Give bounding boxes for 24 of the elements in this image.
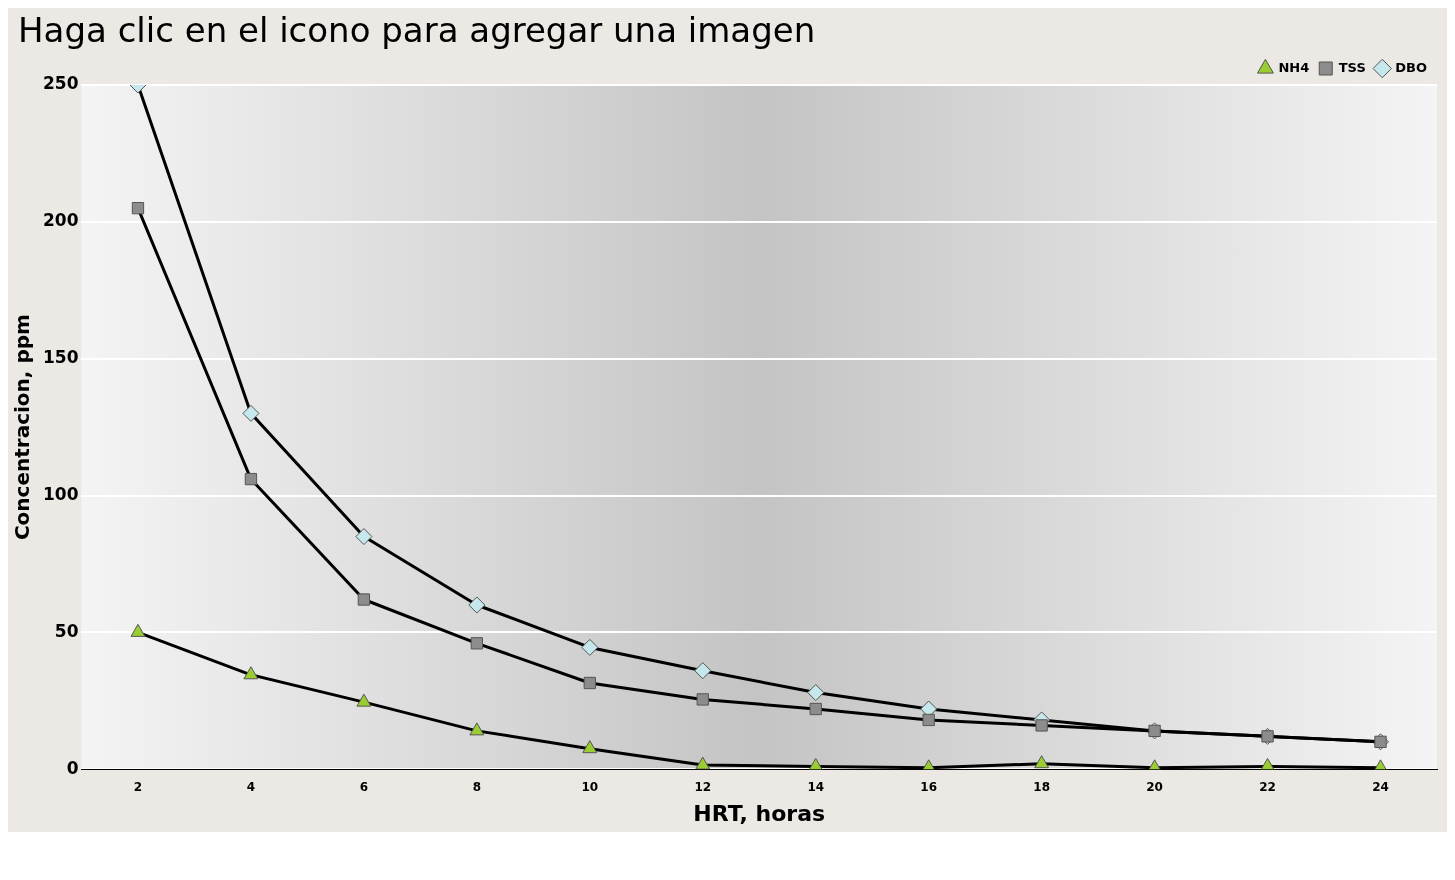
legend-label: NH4 xyxy=(1278,59,1310,75)
text: Haga clic en el icono para agregar una imagen xyxy=(17,9,817,52)
x-tick-label: 4 xyxy=(246,779,256,794)
x-tick-label: 2 xyxy=(133,779,143,794)
y-axis-title: Concentracion, ppm xyxy=(10,314,35,541)
x-tick-label: 18 xyxy=(1033,779,1050,794)
x-axis-title: HRT, horas xyxy=(693,800,826,826)
x-tick-label: 8 xyxy=(472,779,482,794)
y-tick-label: 150 xyxy=(42,347,79,368)
x-tick-label: 24 xyxy=(1372,779,1389,794)
x-tick-label: 6 xyxy=(359,779,369,794)
y-tick-label: 250 xyxy=(42,73,79,94)
y-tick-label: 0 xyxy=(66,757,79,778)
y-tick-label: 100 xyxy=(42,483,79,504)
y-tick-label: 200 xyxy=(42,210,79,231)
x-tick-label: 22 xyxy=(1259,779,1276,794)
x-tick-label: 20 xyxy=(1146,779,1163,794)
x-tick-label: 10 xyxy=(581,779,599,794)
x-tick-label: 14 xyxy=(807,779,825,794)
x-tick-label: 12 xyxy=(694,779,712,794)
legend-label: TSS xyxy=(1338,59,1366,75)
y-tick-label: 50 xyxy=(54,620,79,641)
legend-label: DBO xyxy=(1395,59,1428,75)
x-tick-label: 16 xyxy=(920,779,938,794)
